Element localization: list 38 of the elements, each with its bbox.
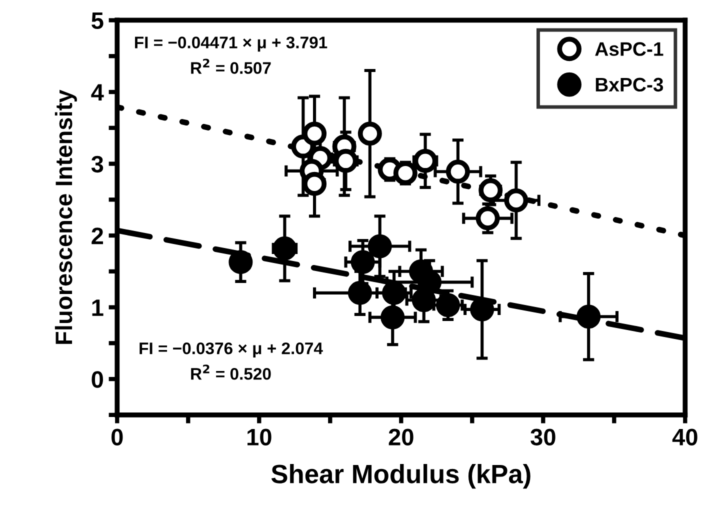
y-tick-label: 4 (91, 84, 104, 101)
point (393, 161, 418, 186)
annotation: FI = −0.04471 × μ + 3.791 (135, 36, 328, 52)
y-tick-label: 3 (91, 156, 104, 173)
point (478, 178, 503, 202)
point (446, 160, 470, 184)
x-tick-label: 30 (530, 428, 556, 446)
point (413, 148, 438, 173)
legend-label: BxPC-3 (596, 78, 664, 92)
y-tick-label: 2 (92, 228, 104, 244)
point (272, 236, 297, 260)
y-tick-label: 0 (92, 371, 103, 388)
y-axis-title: Fluorescence Intensity (54, 90, 77, 344)
y-tick-label: 1 (92, 300, 104, 316)
x-tick-label: 20 (388, 428, 414, 446)
point (436, 293, 460, 318)
x-tick-label: 0 (112, 428, 123, 446)
point (576, 304, 601, 329)
point (380, 305, 405, 330)
point (350, 250, 375, 274)
x-tick-label: 40 (672, 428, 698, 446)
point (334, 148, 358, 173)
x-axis-title: Shear Modulus (kPa) (271, 464, 530, 489)
annotation: R$^{2}$ = 0.507 (191, 58, 271, 74)
point (302, 172, 327, 196)
legend-label: AsPC-1 (595, 42, 664, 56)
point (476, 206, 500, 230)
point (412, 288, 436, 312)
point (358, 122, 382, 146)
point (302, 122, 327, 146)
point (348, 280, 372, 305)
annotation: R$^{2}$ = 0.520 (191, 364, 271, 380)
x-tick-label: 10 (248, 428, 272, 446)
point (368, 234, 392, 258)
y-tick-label: 5 (92, 12, 104, 30)
annotation: FI = −0.0376 × μ + 2.074 (140, 342, 323, 358)
point (228, 250, 253, 274)
point (504, 188, 528, 212)
